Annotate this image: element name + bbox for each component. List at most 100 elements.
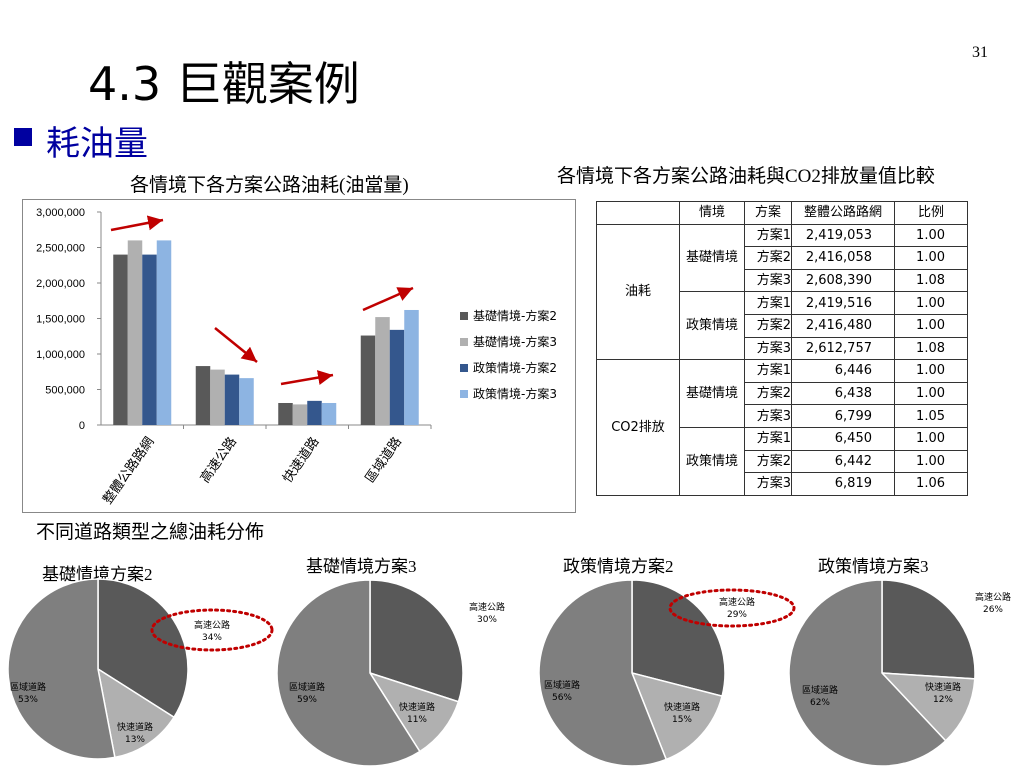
pie-percent-label: 13% bbox=[125, 735, 145, 745]
pie-percent-label: 62% bbox=[810, 698, 830, 708]
page-number: 31 bbox=[972, 44, 988, 61]
table-cell: 方案2 bbox=[744, 313, 792, 338]
table-cell: 1.00 bbox=[894, 291, 968, 315]
bar bbox=[375, 317, 390, 425]
pie-percent-label: 12% bbox=[933, 695, 953, 705]
bar bbox=[360, 335, 376, 425]
pie-slice bbox=[96, 667, 176, 759]
table-cell: 1.08 bbox=[894, 268, 968, 293]
table-header-cell: 整體公路路網 bbox=[791, 201, 895, 225]
table-cell: 2,612,757 bbox=[791, 336, 895, 361]
pie-slice bbox=[880, 672, 976, 742]
table-cell: 方案1 bbox=[744, 223, 792, 248]
bar bbox=[156, 240, 172, 425]
x-tick-label: 高速公路 bbox=[197, 434, 240, 486]
bullet-square-icon bbox=[14, 128, 32, 146]
table-cell: 2,608,390 bbox=[791, 268, 895, 293]
table-scenario-cell: 基礎情境 bbox=[679, 359, 745, 428]
trend-arrow-icon bbox=[110, 215, 164, 232]
table-row: 方案3 2,612,757 1.08 bbox=[597, 336, 968, 361]
table-row: 政策情境 方案1 2,419,516 1.00 bbox=[597, 291, 968, 361]
trend-arrow-icon bbox=[280, 370, 334, 386]
table-cell: 1.08 bbox=[894, 336, 968, 361]
table-cell: 方案3 bbox=[744, 404, 792, 428]
bar bbox=[307, 400, 322, 425]
table-row: 方案2 6,438 1.00 bbox=[597, 381, 968, 406]
bar bbox=[142, 254, 157, 425]
table-cell: 2,416,058 bbox=[791, 246, 895, 270]
bar bbox=[113, 254, 128, 425]
pie-category-label: 區域道路 bbox=[544, 679, 580, 691]
table-cell: 方案2 bbox=[744, 381, 792, 406]
x-tick-label: 區域道路 bbox=[362, 434, 405, 486]
table-row: 油耗 基礎情境 方案1 2,419,053 1.00 bbox=[596, 223, 968, 361]
section-heading: 耗油量 bbox=[46, 124, 148, 164]
pie-chart-2: 高速公路 30% 快速道路 11% 區域道路 59% bbox=[276, 579, 505, 767]
table-cell: 方案3 bbox=[744, 268, 792, 293]
bar bbox=[239, 378, 254, 425]
table-cell: 1.06 bbox=[894, 472, 968, 496]
legend-label: 政策情境-方案3 bbox=[473, 386, 557, 401]
bar bbox=[292, 404, 308, 425]
table-cell: 1.05 bbox=[894, 404, 968, 428]
bar bbox=[278, 402, 293, 425]
table-header-cell: 方案 bbox=[744, 201, 792, 225]
table-category-cell: 油耗 bbox=[596, 223, 680, 361]
table-category-cell: CO2排放 bbox=[596, 359, 680, 496]
table-row: 政策情境 方案1 6,450 1.00 bbox=[597, 426, 968, 496]
bar bbox=[195, 366, 211, 425]
pie-category-label: 高速公路 bbox=[975, 591, 1011, 603]
x-tick-label: 整體公路路網 bbox=[100, 434, 158, 507]
table-cell: 方案1 bbox=[744, 426, 792, 451]
table-cell: 1.00 bbox=[894, 359, 968, 383]
pie-chart-4: 高速公路 26% 快速道路 12% 區域道路 62% bbox=[788, 579, 1011, 767]
bar bbox=[210, 369, 225, 425]
bar bbox=[127, 240, 143, 425]
pie-category-label: 高速公路 bbox=[194, 619, 230, 631]
table-header-row: 情境 方案 整體公路路網 比例 bbox=[596, 201, 968, 225]
pie-category-label: 快速道路 bbox=[925, 681, 961, 693]
pie-category-label: 區域道路 bbox=[289, 681, 325, 693]
pie-slice bbox=[630, 671, 723, 761]
trend-arrow-icon bbox=[362, 286, 414, 312]
table-scenario-cell: 政策情境 bbox=[679, 291, 745, 361]
table-cell: 1.00 bbox=[894, 223, 968, 248]
pie-percent-label: 59% bbox=[297, 695, 317, 705]
bar-chart-frame: 0 500,000 1,000,000 1,500,000 2,000,000 2,500… bbox=[22, 199, 576, 513]
pie-percent-label: 11% bbox=[407, 715, 427, 725]
pie-percent-label: 56% bbox=[552, 693, 572, 703]
pie-chart-1: 高速公路 34% 快速道路 13% 區域道路 53% bbox=[7, 578, 274, 760]
table-header-cell: 情境 bbox=[679, 201, 745, 225]
pie-title-2: 基礎情境方案3 bbox=[306, 557, 417, 576]
pie-chart-3: 高速公路 29% 快速道路 15% 區域道路 56% bbox=[538, 579, 796, 767]
table-cell: 6,446 bbox=[791, 359, 895, 383]
table-scenario-cell: 政策情境 bbox=[679, 426, 745, 496]
table-scenario-cell: 基礎情境 bbox=[679, 223, 745, 293]
pie-category-label: 快速道路 bbox=[399, 701, 435, 713]
comparison-table: 情境 方案 整體公路路網 比例 油耗 基礎情境 方案1 2,419,053 1.00 方案2 2,4… bbox=[596, 201, 968, 496]
y-tick-label: 0 bbox=[79, 420, 85, 432]
y-tick-label: 2,000,000 bbox=[36, 278, 85, 290]
pie-category-label: 區域道路 bbox=[10, 681, 46, 693]
legend-label: 基礎情境-方案2 bbox=[473, 308, 557, 323]
trend-arrow-icon bbox=[214, 327, 258, 363]
pie-category-label: 高速公路 bbox=[719, 596, 755, 608]
table-cell: 1.00 bbox=[894, 426, 968, 451]
pie-slice bbox=[631, 579, 726, 698]
table-cell: 6,442 bbox=[791, 449, 895, 474]
pie-slice bbox=[276, 579, 421, 767]
highlight-ellipse bbox=[150, 608, 274, 652]
legend-swatch bbox=[460, 338, 468, 346]
y-tick-label: 1,000,000 bbox=[36, 349, 85, 361]
table-cell: 方案2 bbox=[744, 246, 792, 270]
pie-category-label: 區域道路 bbox=[802, 684, 838, 696]
legend-label: 政策情境-方案2 bbox=[473, 360, 557, 375]
y-tick-label: 2,500,000 bbox=[36, 243, 85, 255]
table-title: 各情境下各方案公路油耗與CO2排放量值比較 bbox=[557, 166, 935, 187]
table-row: 方案2 2,416,480 1.00 bbox=[597, 313, 968, 338]
pie-percent-label: 53% bbox=[18, 695, 38, 705]
table-cell: 2,419,053 bbox=[791, 223, 895, 248]
bar bbox=[404, 309, 419, 425]
legend-label: 基礎情境-方案3 bbox=[473, 334, 557, 349]
table-cell: 方案1 bbox=[744, 291, 792, 315]
